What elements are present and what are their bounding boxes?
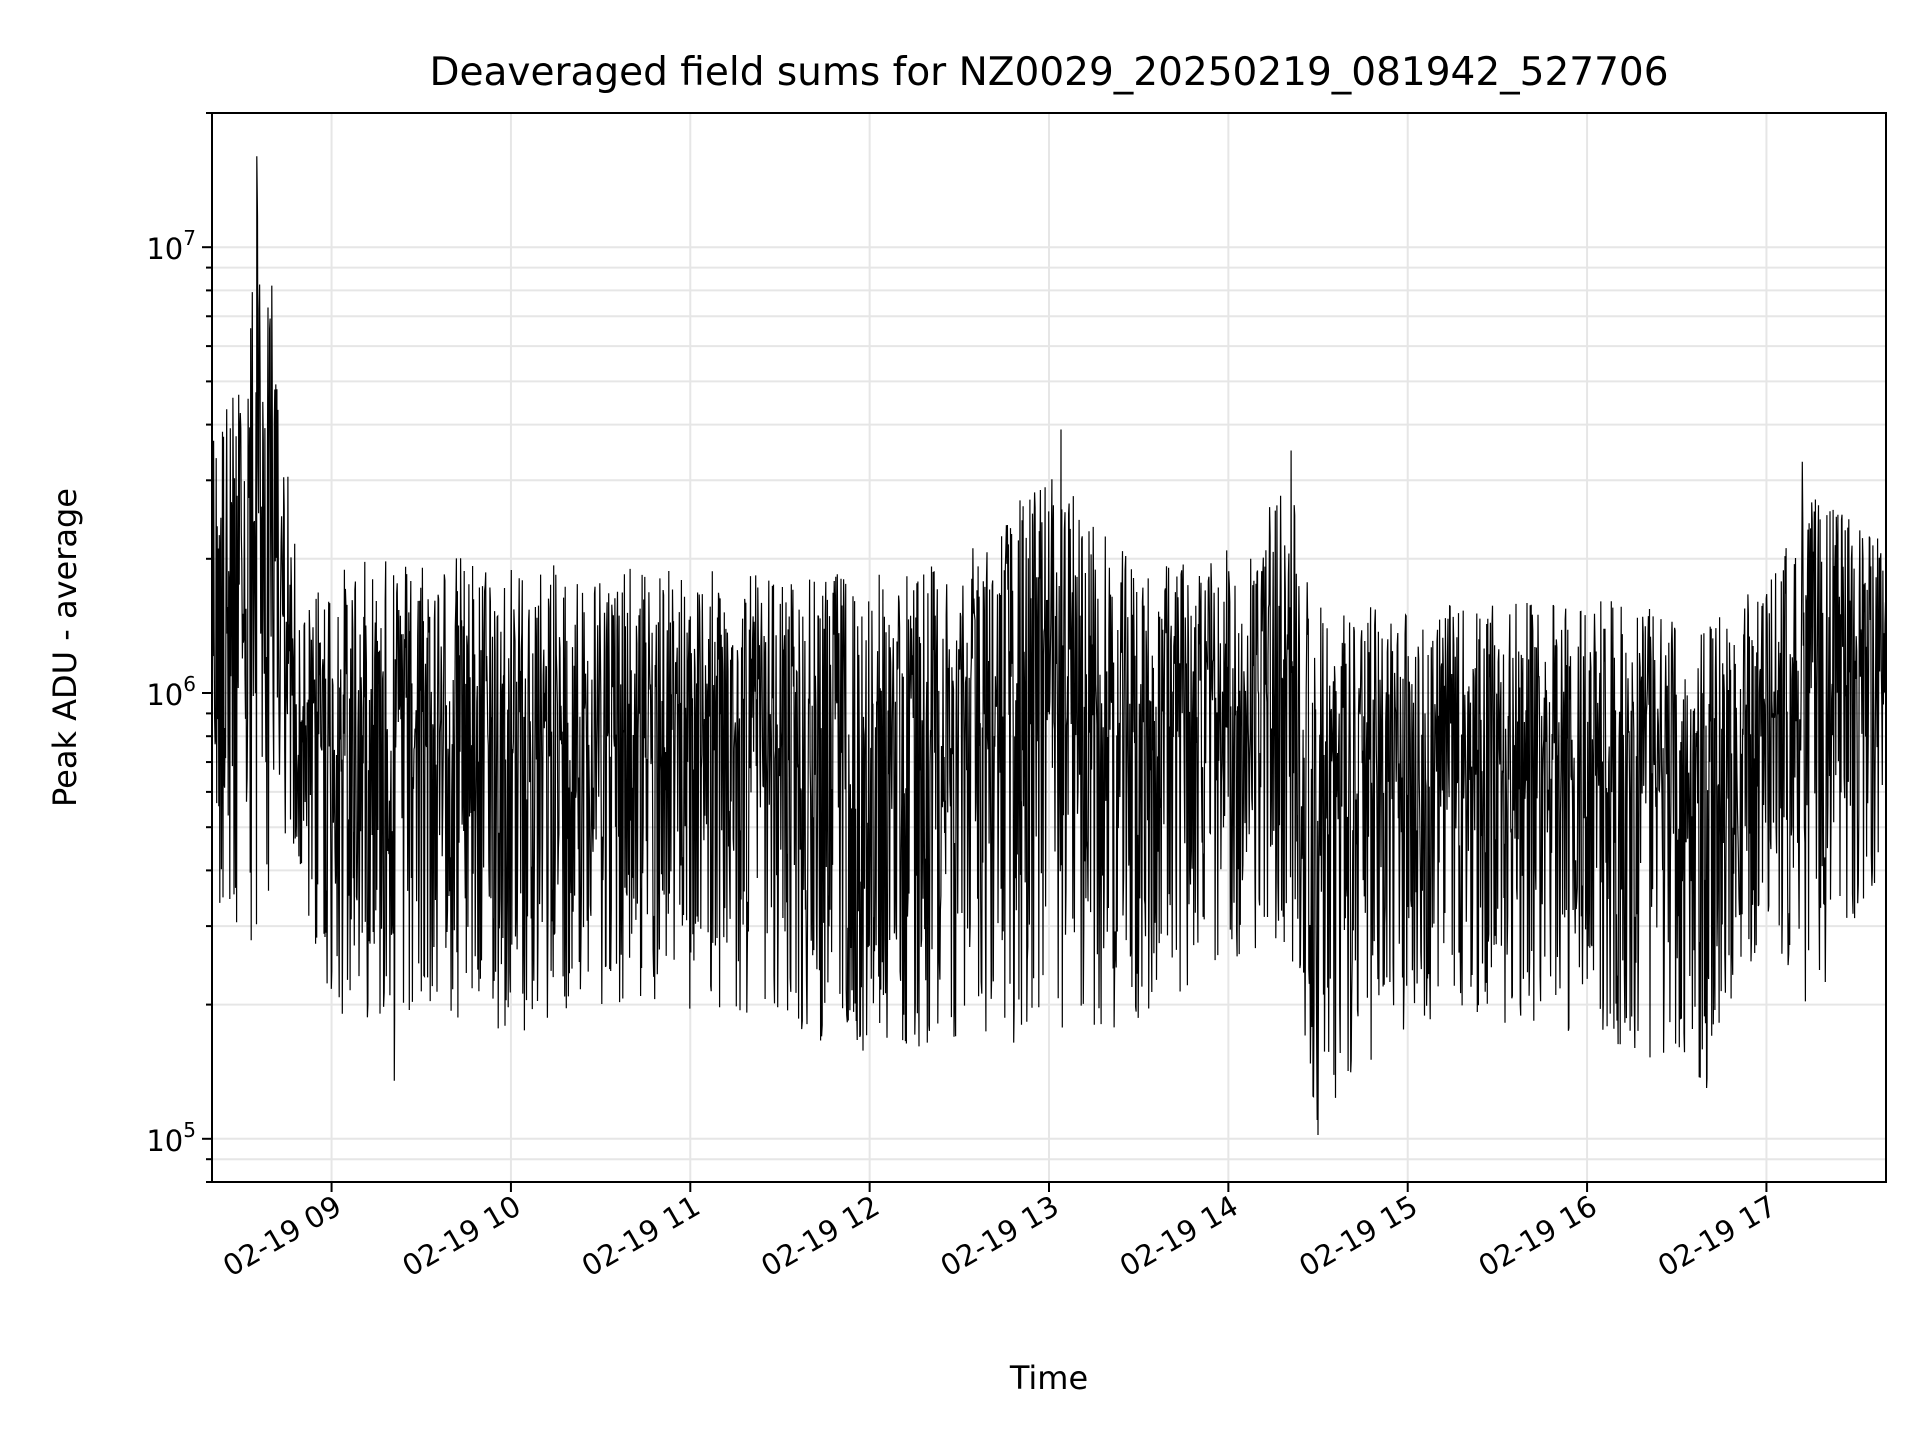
- series-path: [211, 156, 1887, 1136]
- chart-title: Deaveraged field sums for NZ0029_2025021…: [429, 50, 1668, 95]
- x-axis-label: Time: [1009, 1359, 1088, 1397]
- y-tick-label: 107: [146, 226, 196, 266]
- y-tick-label: 106: [146, 672, 196, 712]
- y-tick-label: 105: [146, 1118, 196, 1158]
- y-axis-label: Peak ADU - average: [46, 488, 84, 807]
- series-line: [211, 156, 1887, 1136]
